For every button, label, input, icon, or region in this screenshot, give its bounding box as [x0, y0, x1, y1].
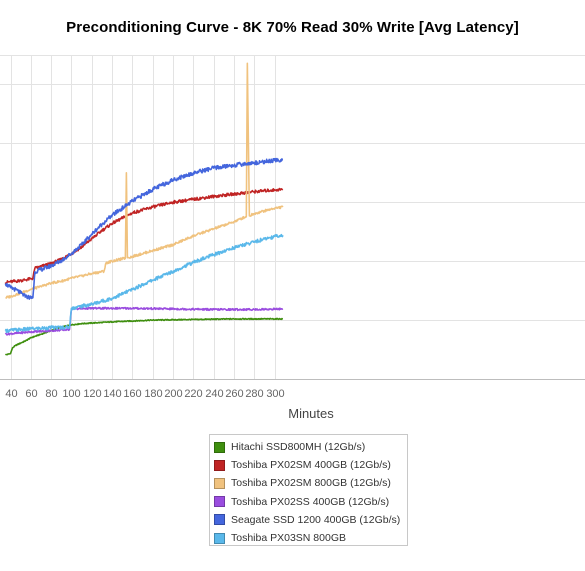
legend: Hitachi SSD800MH (12Gb/s) Toshiba PX02SM … [209, 434, 408, 546]
x-tick-label: 220 [184, 388, 202, 400]
series-line [4, 233, 284, 334]
series-line [4, 187, 284, 285]
legend-swatch [214, 441, 225, 453]
legend-item: Hitachi SSD800MH (12Gb/s) [214, 438, 407, 456]
x-tick-label: 200 [164, 388, 182, 400]
legend-item: Toshiba PX02SM 400GB (12Gb/s) [214, 456, 407, 474]
legend-label: Hitachi SSD800MH (12Gb/s) [231, 441, 366, 454]
grid-lines [0, 55, 585, 380]
series-line [5, 62, 284, 299]
legend-label: Toshiba PX02SM 800GB (12Gb/s) [231, 477, 391, 490]
chart-title: Preconditioning Curve - 8K 70% Read 30% … [66, 19, 519, 36]
legend-item: Toshiba PX02SS 400GB (12Gb/s) [214, 493, 407, 511]
legend-swatch [214, 514, 225, 526]
x-tick-label: 80 [45, 388, 57, 400]
series-lines [4, 62, 284, 356]
x-tick-label: 100 [62, 388, 80, 400]
series-line [4, 157, 284, 300]
x-tick-label: 300 [266, 388, 284, 400]
legend-label: Seagate SSD 1200 400GB (12Gb/s) [231, 513, 401, 526]
legend-swatch [214, 532, 225, 544]
legend-swatch [214, 459, 225, 471]
x-tick-label: 180 [144, 388, 162, 400]
x-tick-label: 140 [103, 388, 121, 400]
legend-item: Toshiba PX03SN 800GB [214, 529, 407, 547]
x-tick-label: 120 [83, 388, 101, 400]
x-tick-label: 40 [5, 388, 17, 400]
x-tick-label: 240 [205, 388, 223, 400]
legend-swatch [214, 496, 225, 508]
x-tick-label: 260 [225, 388, 243, 400]
legend-item: Toshiba PX02SM 800GB (12Gb/s) [214, 474, 407, 492]
legend-label: Toshiba PX03SN 800GB [231, 532, 346, 545]
legend-item: Seagate SSD 1200 400GB (12Gb/s) [214, 511, 407, 529]
legend-swatch [214, 477, 225, 489]
legend-label: Toshiba PX02SS 400GB (12Gb/s) [231, 495, 390, 508]
x-tick-label: 60 [25, 388, 37, 400]
x-tick-label: 280 [245, 388, 263, 400]
legend-label: Toshiba PX02SM 400GB (12Gb/s) [231, 459, 391, 472]
x-axis-ticks: 40 60 80 100 120 140 160 180 200 220 240 260 280 300 [5, 388, 284, 400]
series-line [4, 317, 284, 356]
x-axis-title: Minutes [288, 406, 334, 421]
x-tick-label: 160 [123, 388, 141, 400]
series-line [4, 306, 284, 336]
